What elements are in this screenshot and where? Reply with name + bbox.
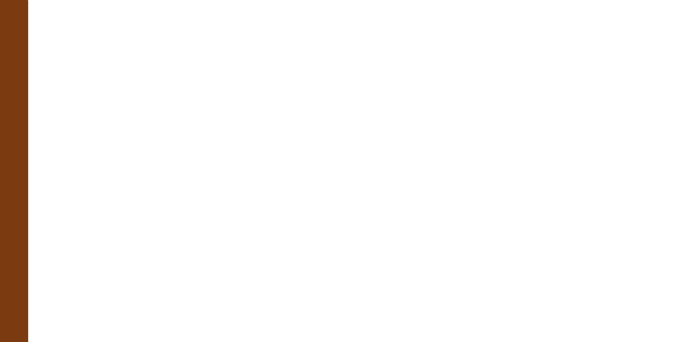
Text: kΩ, and R₃ = 4 kΩ.  (a) Determine the equivalent resistance (Req), (b) use: kΩ, and R₃ = 4 kΩ. (a) Determine the equ… xyxy=(38,48,700,66)
Text: R3: R3 xyxy=(455,101,477,116)
Text: Ohm’s Law to determine the circuit current, (c) use Ohm’s Law to: Ohm’s Law to determine the circuit curre… xyxy=(38,87,682,105)
Text: determine the current through each resistor.: determine the current through each resis… xyxy=(38,127,480,145)
Text: R1: R1 xyxy=(295,101,317,116)
Text: P1. The circuit below includes 3 resistors in parallel, R₁ = 1kΩ, R₂ = 2: P1. The circuit below includes 3 resisto… xyxy=(38,9,700,27)
Text: 10 V: 10 V xyxy=(203,165,241,180)
Text: +: + xyxy=(252,125,269,144)
Text: R2: R2 xyxy=(376,101,398,116)
